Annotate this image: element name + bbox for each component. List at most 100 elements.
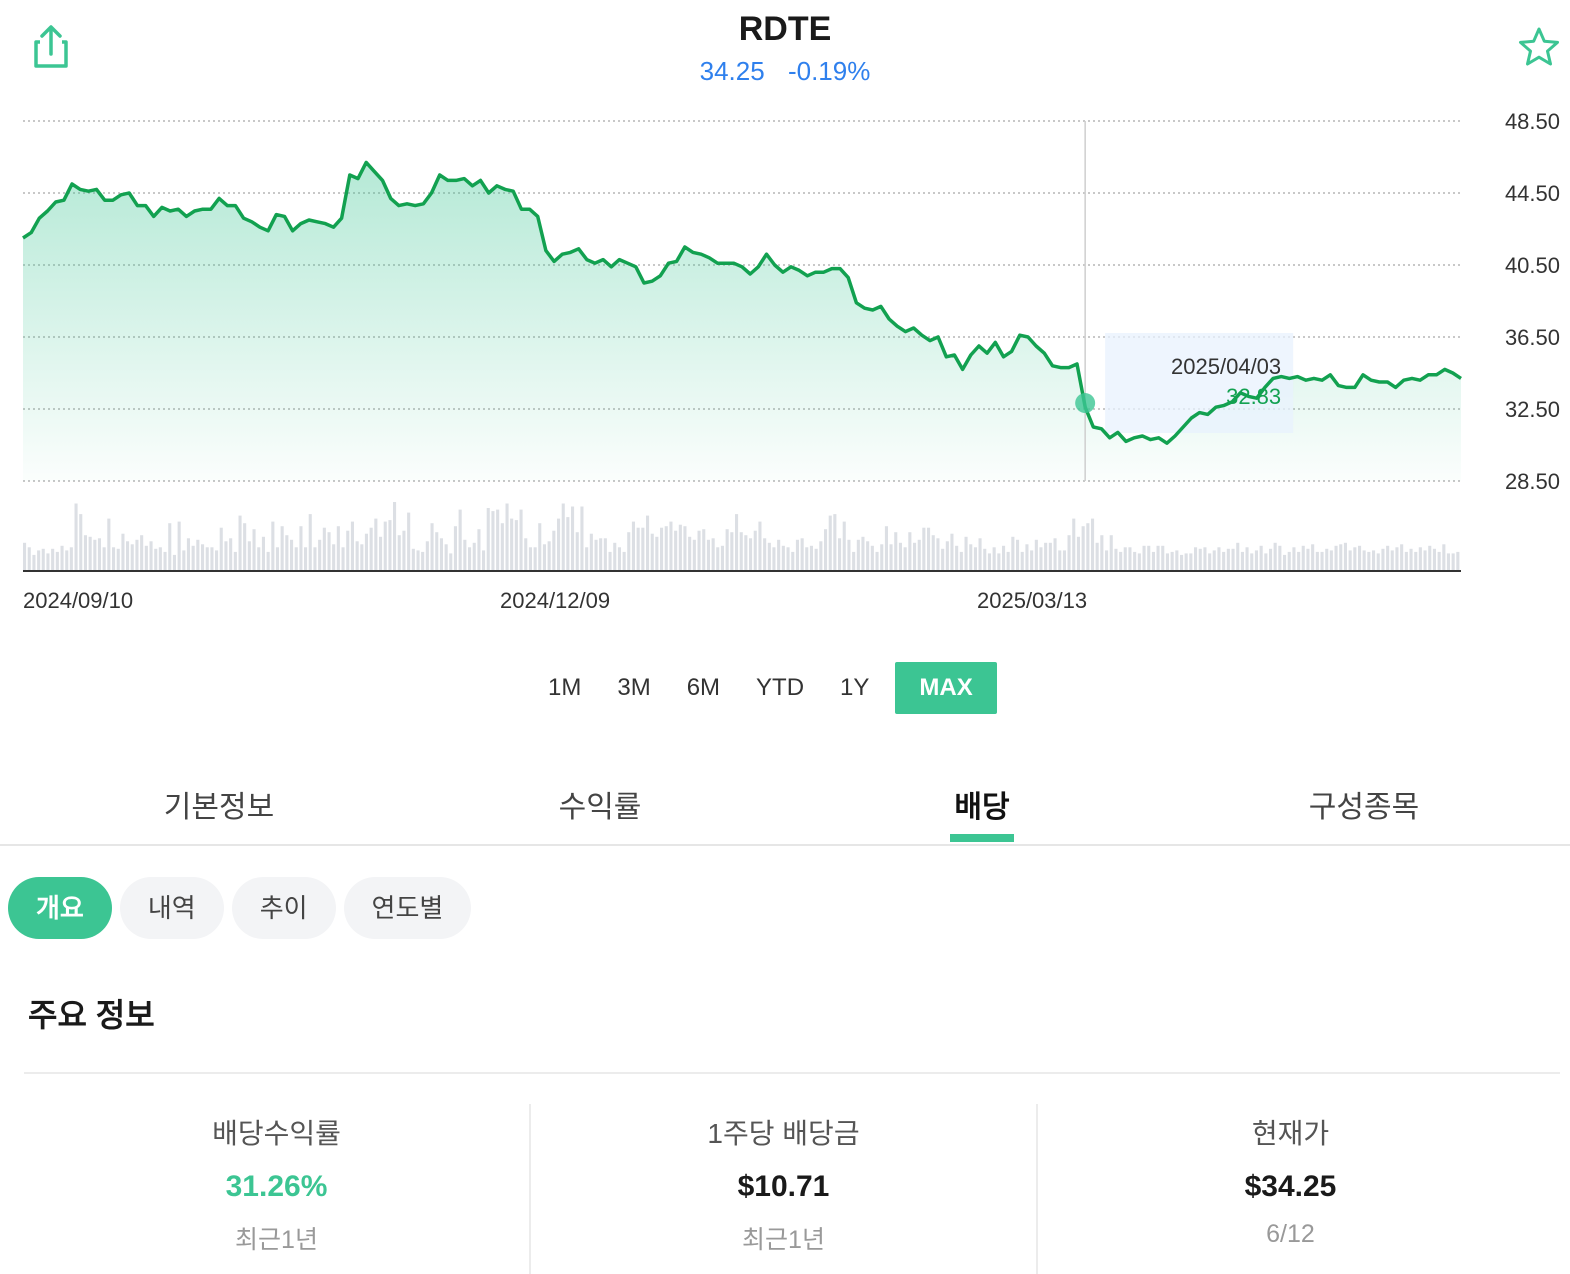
volume-bar (603, 538, 607, 570)
volume-bar (1240, 551, 1244, 570)
volume-bar (613, 542, 617, 570)
volume-bar (463, 539, 467, 570)
volume-bar (809, 545, 813, 570)
volume-bar (313, 547, 317, 570)
volume-bar (538, 523, 542, 570)
volume-bar (182, 550, 186, 570)
volume-bar (697, 530, 701, 570)
volume-bar (154, 548, 158, 570)
volume-bar (341, 547, 345, 570)
volume-bar (1320, 551, 1324, 570)
subtab-yearly[interactable]: 연도별 (343, 877, 472, 939)
volume-bar (1325, 548, 1329, 570)
range-1y-button[interactable]: 1Y (840, 674, 870, 701)
share-button[interactable] (30, 24, 72, 70)
volume-bar (599, 538, 603, 570)
range-max-button[interactable]: MAX (895, 662, 997, 714)
volume-bar (955, 545, 959, 570)
volume-bar (683, 526, 687, 570)
volume-bar (1203, 547, 1207, 570)
volume-bar (1409, 548, 1413, 570)
sub-tabs: 개요 내역 추이 연도별 (8, 877, 472, 939)
volume-bar (1175, 550, 1179, 570)
volume-bar (379, 536, 383, 570)
range-1m-button[interactable]: 1M (548, 674, 582, 701)
volume-bar (219, 527, 223, 570)
volume-bar (1456, 551, 1460, 570)
volume-bar (126, 541, 130, 570)
volume-bar (257, 547, 261, 570)
volume-bar (1030, 550, 1034, 570)
volume-bar (945, 541, 949, 570)
volume-bar (130, 544, 134, 570)
tab-dividend[interactable]: 배당 (954, 791, 1010, 824)
subtab-overview[interactable]: 개요 (8, 877, 112, 939)
volume-bar (585, 547, 589, 570)
volume-bar (453, 526, 457, 570)
volume-bar (533, 547, 537, 570)
volume-bar (46, 553, 50, 570)
range-3m-button[interactable]: 3M (617, 674, 651, 701)
volume-bar (1128, 547, 1132, 570)
volume-bar (261, 536, 265, 570)
volume-bar (1142, 545, 1146, 570)
volume-bar (144, 545, 148, 570)
volume-bar (299, 526, 303, 570)
tab-returns[interactable]: 수익률 (558, 791, 642, 824)
section-title: 주요 정보 (28, 997, 155, 1033)
tab-basic-info[interactable]: 기본정보 (163, 791, 275, 824)
volume-bar (1189, 553, 1193, 570)
volume-bar (828, 515, 832, 570)
volume-bar (1044, 542, 1048, 570)
volume-bar (93, 539, 97, 570)
volume-bar (397, 535, 401, 570)
volume-bar (941, 548, 945, 570)
subtab-trend[interactable]: 추이 (231, 877, 336, 939)
price-chart[interactable]: 48.50 44.50 40.50 36.50 32.50 28.50 2025/04/0… (0, 100, 1570, 580)
volume-bar (407, 512, 411, 570)
volume-bar (477, 529, 481, 570)
volume-bar (1381, 548, 1385, 570)
volume-bar (739, 532, 743, 570)
volume-bar (229, 538, 233, 570)
volume-bar (1231, 548, 1235, 570)
volume-bar (1372, 550, 1376, 570)
volume-bar (1165, 553, 1169, 570)
volume-bar (1151, 551, 1155, 570)
volume-bar (121, 533, 125, 570)
volume-bar (1222, 551, 1226, 570)
volume-bar (468, 547, 472, 570)
subtab-history[interactable]: 내역 (119, 877, 224, 939)
volume-bar (1334, 545, 1338, 570)
volume-bar (1109, 535, 1113, 570)
star-icon (1519, 27, 1559, 66)
volume-bar (763, 538, 767, 570)
active-tab-indicator (950, 834, 1014, 842)
volume-bar (1114, 548, 1118, 570)
volume-bar (800, 538, 804, 570)
volume-bar (421, 551, 425, 570)
volume-bar (1432, 548, 1436, 570)
range-6m-button[interactable]: 6M (686, 674, 721, 701)
stat-label: 배당수익률 (212, 1118, 341, 1149)
volume-bar (1446, 553, 1450, 570)
tab-holdings[interactable]: 구성종목 (1308, 791, 1420, 824)
volume-bar (1423, 550, 1427, 570)
volume-bar (1339, 544, 1343, 570)
y-tick-label: 28.50 (1505, 469, 1560, 494)
volume-bar (435, 532, 439, 570)
volume-bar (1404, 551, 1408, 570)
volume-bar (346, 530, 350, 570)
volume-bar (444, 544, 448, 570)
volume-bar (706, 539, 710, 570)
volume-bar (1428, 545, 1432, 570)
volume-bar (107, 518, 111, 570)
favorite-button[interactable] (1518, 26, 1560, 68)
volume-bar (608, 551, 612, 570)
volume-bar (1076, 536, 1080, 570)
volume-bar (149, 541, 153, 570)
volume-bar (1137, 553, 1141, 570)
volume-bar (669, 521, 673, 570)
volume-bar (215, 550, 219, 570)
range-ytd-button[interactable]: YTD (756, 674, 805, 701)
